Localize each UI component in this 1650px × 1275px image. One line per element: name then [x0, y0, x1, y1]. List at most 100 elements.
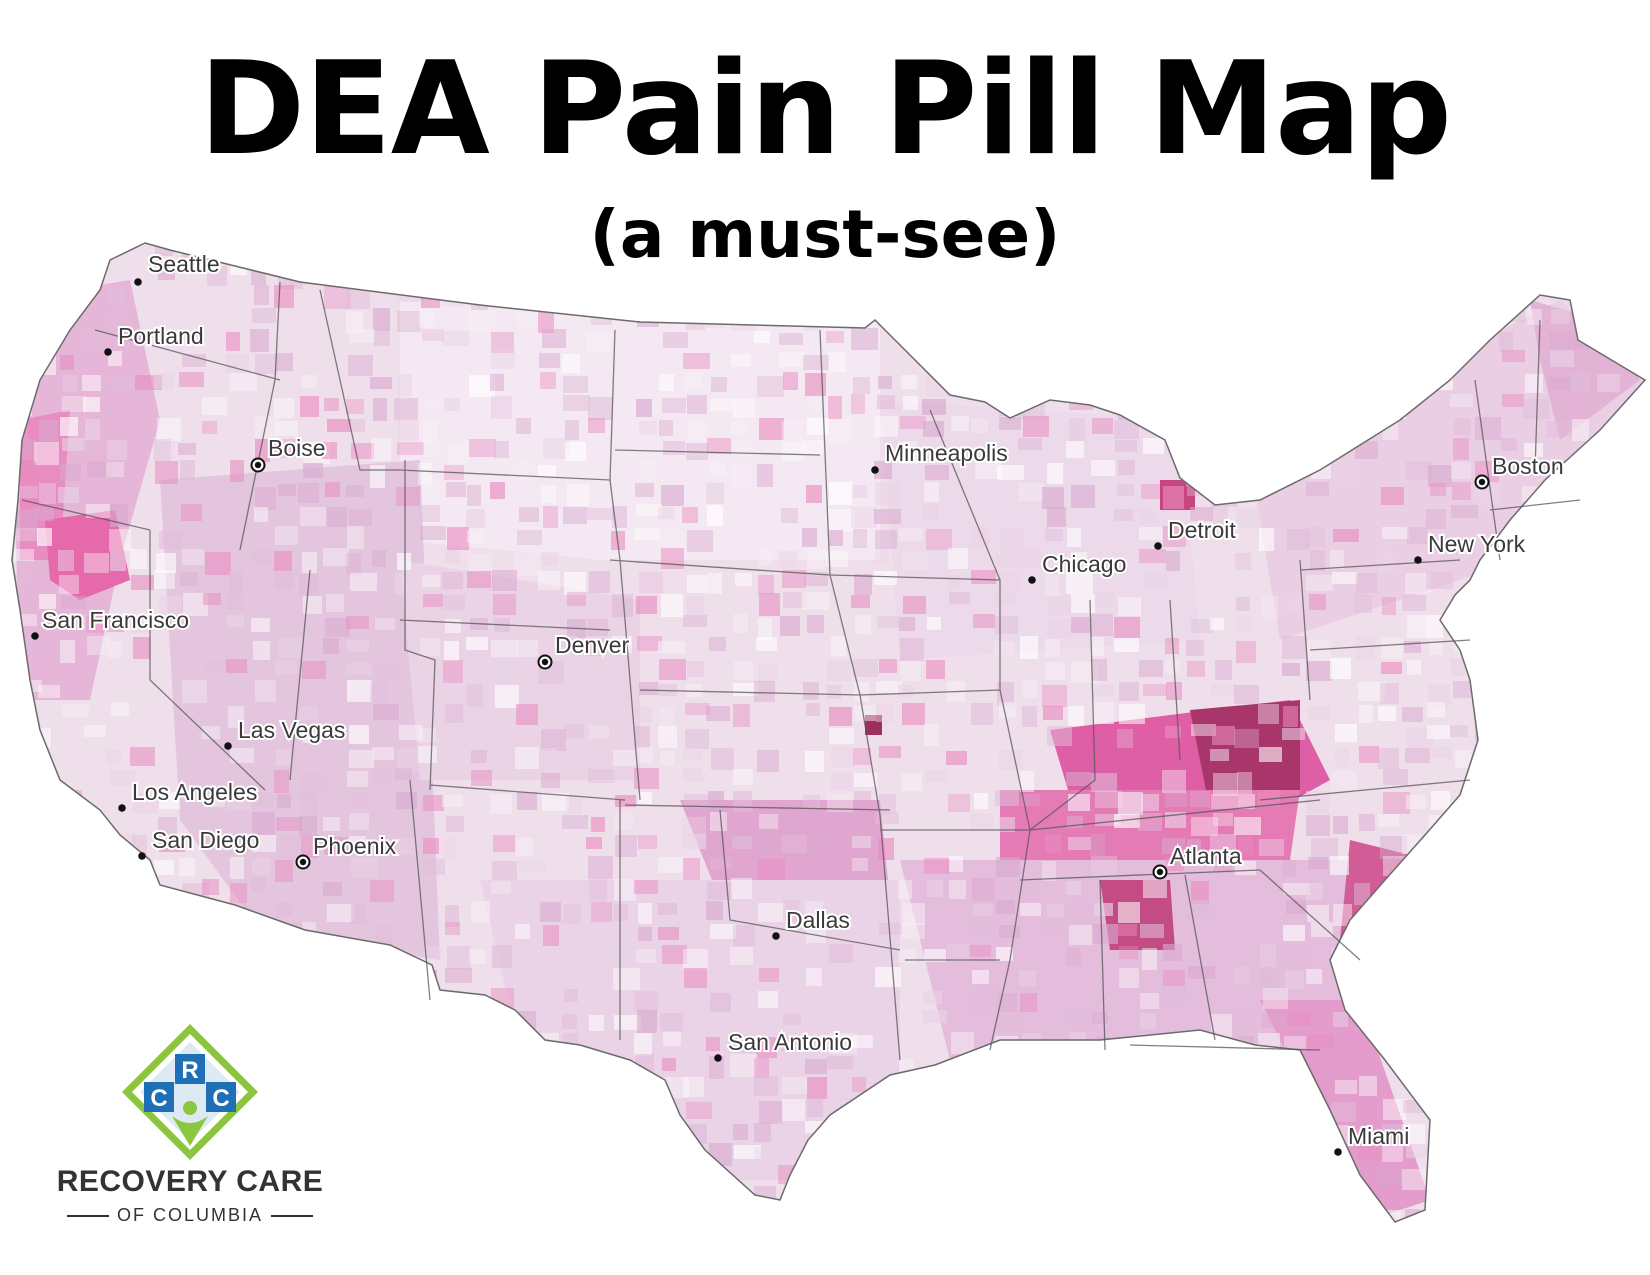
- county-tile: [970, 355, 988, 369]
- county-tile: [1162, 838, 1185, 854]
- county-tile: [946, 751, 967, 765]
- county-tile: [12, 614, 37, 626]
- county-tile: [1069, 925, 1094, 945]
- county-tile: [874, 571, 897, 585]
- county-tile: [1642, 394, 1645, 414]
- county-tile: [639, 421, 657, 435]
- county-tile: [13, 1209, 34, 1222]
- county-tile: [1402, 967, 1429, 983]
- county-tile: [1068, 1209, 1085, 1222]
- border-oh-pa: [1299, 559, 1311, 701]
- county-tile: [685, 729, 709, 749]
- county-tile: [754, 1058, 769, 1078]
- county-tile: [538, 571, 560, 590]
- county-tile: [274, 439, 297, 458]
- county-tile: [994, 1169, 1016, 1191]
- county-tile: [1046, 1166, 1069, 1178]
- border-dakotas: [609, 329, 641, 801]
- city-marker: [254, 461, 262, 469]
- county-tile: [1285, 970, 1304, 989]
- county-tile: [1645, 772, 1650, 788]
- county-tile: [182, 354, 206, 367]
- county-tile: [781, 1036, 806, 1051]
- county-tile: [634, 726, 650, 748]
- county-tile: [254, 285, 269, 305]
- county-tile: [901, 1098, 927, 1117]
- county-tile: [563, 507, 587, 524]
- county-tile: [1045, 529, 1063, 541]
- city-label-dallas: Dallas: [786, 907, 850, 933]
- county-tile: [1502, 593, 1516, 610]
- county-tile: [927, 1167, 942, 1190]
- county-tile: [1646, 262, 1650, 278]
- county-tile: [1047, 463, 1063, 484]
- county-tile: [421, 243, 441, 264]
- county-tile: [490, 482, 505, 499]
- county-tile: [854, 773, 877, 787]
- county-tile: [1114, 814, 1140, 828]
- county-tile: [1525, 1145, 1547, 1166]
- county-tile: [1547, 244, 1572, 265]
- county-tile: [58, 550, 74, 571]
- county-tile: [1330, 329, 1357, 343]
- county-tile: [156, 553, 176, 573]
- county-tile: [230, 460, 244, 482]
- county-tile: [1166, 551, 1180, 571]
- county-tile: [1334, 354, 1349, 369]
- county-tile: [1235, 861, 1256, 875]
- county-tile: [14, 439, 37, 460]
- county-tile: [374, 328, 390, 346]
- county-tile: [1645, 1101, 1650, 1121]
- county-tile: [588, 418, 605, 433]
- county-tile: [346, 1147, 372, 1165]
- county-tile: [60, 464, 81, 481]
- county-tile: [759, 814, 778, 829]
- county-tile: [1068, 837, 1091, 850]
- county-tile: [84, 553, 109, 573]
- county-tile: [1236, 508, 1260, 528]
- county-tile: [470, 1121, 488, 1134]
- county-tile: [325, 618, 350, 637]
- county-tile: [1575, 1100, 1602, 1122]
- county-tile: [1381, 638, 1403, 659]
- county-tile: [491, 640, 518, 657]
- county-tile: [1164, 375, 1183, 393]
- county-tile: [515, 747, 539, 769]
- county-tile: [1427, 991, 1443, 1014]
- county-tile: [1071, 485, 1095, 508]
- county-tile: [1214, 858, 1232, 873]
- county-tile: [1574, 636, 1592, 654]
- county-tile: [346, 287, 370, 309]
- county-tile: [1263, 988, 1288, 1009]
- county-tile: [756, 1037, 777, 1058]
- county-tile: [759, 1015, 782, 1028]
- county-tile: [61, 596, 87, 609]
- county-tile: [1140, 924, 1164, 938]
- county-tile: [1140, 1013, 1156, 1029]
- county-tile: [1335, 724, 1357, 742]
- county-tile: [1092, 418, 1113, 434]
- county-tile: [467, 244, 494, 261]
- county-tile: [351, 904, 366, 924]
- county-tile: [759, 285, 781, 302]
- county-tile: [423, 594, 443, 607]
- county-tile: [59, 243, 84, 263]
- county-tile: [1067, 528, 1081, 547]
- county-tile: [1308, 1122, 1326, 1144]
- county-tile: [323, 548, 349, 566]
- county-tile: [1357, 945, 1380, 966]
- county-tile: [806, 834, 830, 855]
- county-tile: [779, 551, 797, 567]
- county-tile: [541, 773, 560, 788]
- county-tile: [1522, 399, 1549, 419]
- county-tile: [827, 793, 853, 812]
- city-label-detroit: Detroit: [1168, 517, 1236, 543]
- county-tile: [1119, 946, 1138, 959]
- county-tile: [567, 1081, 584, 1100]
- county-tile: [974, 1100, 989, 1114]
- county-tile: [1454, 1055, 1469, 1076]
- county-tile: [1260, 1123, 1281, 1140]
- county-tile: [1212, 1099, 1226, 1111]
- county-tile: [87, 636, 110, 655]
- county-tile: [711, 377, 727, 392]
